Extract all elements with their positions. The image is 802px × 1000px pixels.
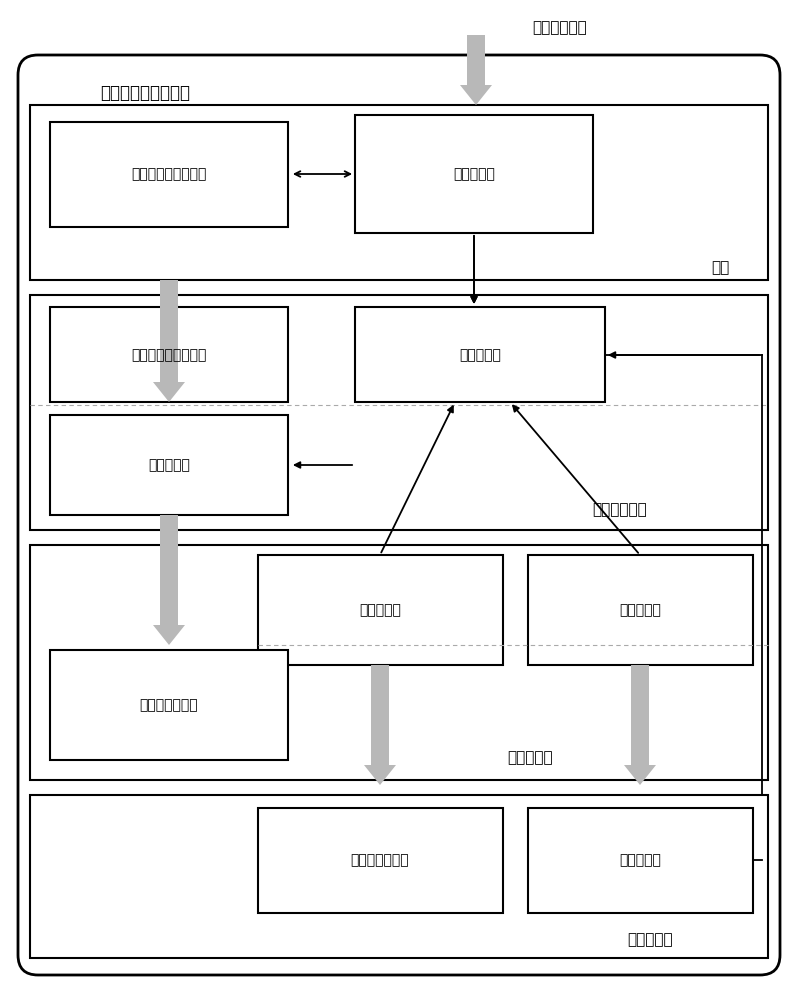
Text: 用户数据存取: 用户数据存取 [532, 20, 586, 35]
Text: 数据副本存储区: 数据副本存储区 [350, 853, 409, 867]
Bar [354, 115, 592, 233]
Bar [30, 295, 767, 530]
Text: 内存: 内存 [710, 260, 728, 275]
Text: 磁光电混合存储系统: 磁光电混合存储系统 [100, 84, 190, 102]
Bar [354, 307, 604, 402]
Text: 数据存储区: 数据存储区 [618, 853, 660, 867]
Text: 全局文件地址映射区: 全局文件地址映射区 [132, 348, 206, 362]
Text: 磁盘存储区: 磁盘存储区 [507, 750, 552, 766]
Polygon shape [153, 625, 184, 645]
Polygon shape [363, 765, 395, 785]
Polygon shape [623, 765, 655, 785]
Text: 数据暂存区: 数据暂存区 [618, 603, 660, 617]
Bar [50, 307, 288, 402]
Text: 固态盘存储区: 固态盘存储区 [592, 502, 646, 518]
Text: 数据副本存储区: 数据副本存储区 [140, 698, 198, 712]
FancyBboxPatch shape [18, 55, 779, 975]
Text: 数据存储区: 数据存储区 [148, 458, 190, 472]
Text: 全局文件地址映射区: 全局文件地址映射区 [132, 167, 206, 181]
Bar [528, 555, 752, 665]
Bar [50, 650, 288, 760]
Bar [257, 555, 502, 665]
Bar [160, 515, 178, 625]
Text: 存储管理区: 存储管理区 [452, 167, 494, 181]
Bar [50, 415, 288, 515]
Bar [30, 545, 767, 780]
Text: 数据缓存区: 数据缓存区 [459, 348, 500, 362]
Bar [630, 665, 648, 765]
Bar [30, 105, 767, 280]
Bar [257, 808, 502, 913]
Bar [467, 35, 484, 85]
Bar [160, 280, 178, 382]
Polygon shape [460, 85, 492, 105]
Bar [30, 795, 767, 958]
Polygon shape [153, 382, 184, 402]
Bar [50, 122, 288, 227]
Text: 数据存储区: 数据存储区 [358, 603, 400, 617]
Bar [371, 665, 388, 765]
Text: 光盘存储区: 光盘存储区 [626, 932, 672, 948]
Bar [528, 808, 752, 913]
